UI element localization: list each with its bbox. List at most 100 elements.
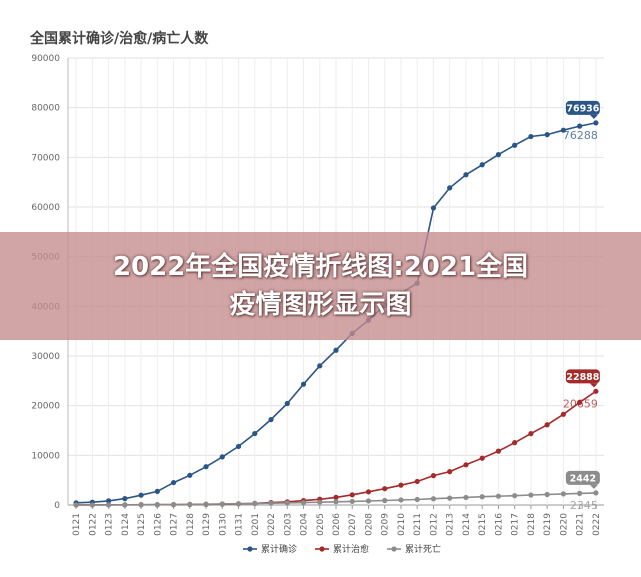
- overlay-title-line-1: 2022年全国疫情折线图:2021全国: [112, 252, 529, 282]
- series-0-point: [284, 400, 290, 407]
- x-tick-label: 0125: [137, 513, 147, 536]
- x-tick-label: 0206: [332, 513, 342, 536]
- end-label-box-2: [565, 470, 600, 485]
- y-tick-label: 10000: [31, 451, 60, 461]
- end-label-box-0: [565, 100, 600, 115]
- series-2-point: [106, 502, 112, 508]
- series-2-point: [252, 500, 258, 507]
- series-2-point: [544, 491, 550, 498]
- x-tick-label: 0129: [202, 513, 212, 536]
- x-tick-label: 0201: [251, 513, 261, 536]
- x-tick-label: 0126: [153, 513, 163, 536]
- x-tick-label: 0124: [121, 513, 131, 536]
- series-2-point: [512, 493, 518, 499]
- end-label-box-1: [565, 369, 600, 384]
- chart-title: 全国累计确诊/治愈/病亡人数: [29, 30, 209, 47]
- x-tick-label: 0217: [511, 513, 521, 536]
- x-tick-label: 0209: [381, 513, 391, 536]
- series-2-point: [138, 502, 144, 508]
- end-label-pointer-1: [589, 383, 598, 388]
- x-tick-label: 0213: [446, 513, 456, 536]
- series-1-point: [528, 430, 534, 437]
- series-2-point: [528, 492, 534, 498]
- grid: [68, 57, 604, 506]
- x-tick-label: 0219: [543, 513, 553, 536]
- series-1-point: [512, 440, 518, 446]
- y-tick-label: 30000: [31, 352, 60, 362]
- series-1-point: [430, 473, 437, 479]
- series-2-point: [219, 501, 225, 507]
- series-0-point: [106, 498, 112, 504]
- x-tick-label: 0122: [88, 513, 98, 536]
- x-tick-label: 0212: [429, 513, 439, 536]
- series-2-point: [382, 497, 388, 504]
- axes: 0100002000030000400005000060000700008000…: [31, 54, 602, 536]
- legend-label-2: 累计死亡: [405, 543, 441, 555]
- x-tick-label: 0211: [413, 513, 423, 536]
- series-1-point: [349, 492, 355, 498]
- series-2-point: [479, 494, 485, 500]
- series-2-point: [414, 496, 420, 503]
- series-2-point: [154, 502, 160, 508]
- series-1-point: [577, 399, 583, 405]
- series-2-point: [333, 499, 339, 505]
- series-2-point: [447, 495, 453, 501]
- series-2-point: [365, 498, 372, 504]
- series-2-point: [284, 500, 290, 506]
- series-0-point: [430, 205, 437, 211]
- series-0-point: [170, 479, 177, 486]
- x-tick-label: 0204: [300, 513, 310, 536]
- series-0-point: [463, 172, 469, 178]
- x-tick-label: 0218: [527, 513, 537, 536]
- y-tick-label: 20000: [31, 402, 60, 412]
- legend: 累计确诊 累计治愈 累计死亡: [243, 543, 441, 555]
- x-tick-label: 0216: [494, 513, 504, 536]
- series-0-point: [544, 132, 550, 138]
- series-0-point: [593, 120, 599, 126]
- series-2-point: [203, 501, 209, 507]
- series-0-point: [317, 363, 323, 369]
- series-2-point: [349, 498, 355, 505]
- series-0-point: [268, 416, 274, 423]
- x-tick-label: 0131: [235, 513, 245, 536]
- series-2-point: [300, 499, 307, 506]
- x-tick-label: 0121: [72, 513, 82, 536]
- series-2-point: [89, 502, 95, 508]
- end-label-top-1: 22888: [566, 372, 599, 383]
- series-1-point: [398, 482, 404, 488]
- series-0-point: [187, 472, 193, 478]
- series-2-point: [170, 501, 177, 508]
- legend-label-0: 累计确诊: [261, 543, 297, 555]
- series-0-point: [122, 496, 128, 502]
- series-2-point: [495, 493, 502, 499]
- series-1-point: [495, 448, 502, 454]
- series-2-point: [122, 502, 128, 508]
- end-labels: 76936 76288 22888 20659 2442 2345: [563, 100, 600, 512]
- series-2-point: [187, 501, 193, 507]
- x-tick-label: 0210: [397, 513, 407, 536]
- series-1-point: [479, 455, 485, 461]
- y-tick-label: 90000: [31, 54, 60, 64]
- series-0-point: [560, 127, 566, 133]
- series-1-point: [544, 422, 550, 428]
- x-tick-label: 0214: [462, 513, 472, 536]
- series-2-point: [73, 502, 79, 508]
- x-tick-label: 0221: [576, 513, 586, 536]
- end-label-top-0: 76936: [566, 103, 599, 114]
- series-2-point: [268, 500, 274, 506]
- y-tick-label: 80000: [31, 104, 60, 114]
- series-2-point: [430, 496, 437, 502]
- x-tick-label: 0123: [105, 513, 115, 536]
- x-tick-label: 0202: [267, 513, 277, 536]
- series-0-point: [300, 381, 307, 387]
- y-tick-label: 0: [54, 501, 60, 511]
- series-1-point: [593, 388, 599, 394]
- legend-marker-1: [319, 546, 325, 552]
- end-label-pointer-0: [589, 114, 598, 119]
- legend-marker-2: [391, 546, 397, 552]
- series-1-point: [463, 462, 469, 468]
- series-0-point: [512, 142, 518, 148]
- series-2-point: [560, 491, 566, 497]
- end-label-bottom-2: 2345: [570, 499, 598, 512]
